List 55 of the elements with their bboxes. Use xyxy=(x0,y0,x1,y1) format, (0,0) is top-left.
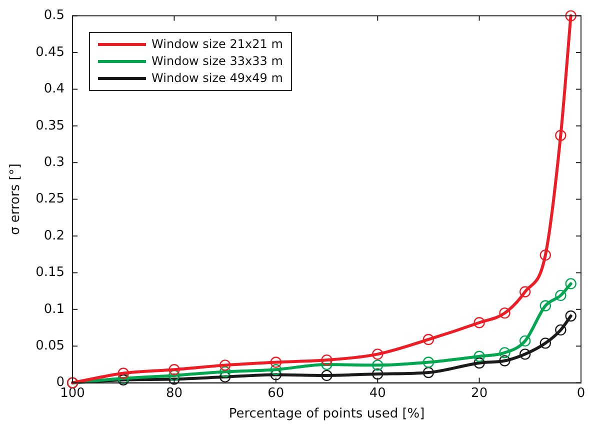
x-axis-title: Percentage of points used [%] xyxy=(228,406,425,422)
point xyxy=(270,364,282,376)
point xyxy=(540,249,552,261)
point xyxy=(422,356,434,368)
point xyxy=(118,368,129,379)
point xyxy=(540,300,552,312)
x-tick-label: 60 xyxy=(268,386,284,401)
y-tick-label: 0.15 xyxy=(36,265,65,280)
point xyxy=(372,348,384,360)
y-tick-label: 0.3 xyxy=(44,154,65,170)
y-axis-title: σ errors [°] xyxy=(8,164,24,236)
point xyxy=(519,335,531,347)
y-tick-label: 0.45 xyxy=(36,44,65,60)
point xyxy=(519,348,531,360)
point xyxy=(555,290,566,302)
point xyxy=(555,130,566,142)
point xyxy=(499,307,510,319)
x-tick-label: 100 xyxy=(60,386,85,401)
point xyxy=(321,370,332,382)
point xyxy=(270,356,282,368)
y-tick-label: 0.25 xyxy=(36,192,65,207)
point xyxy=(499,347,510,358)
point xyxy=(555,324,566,336)
point xyxy=(565,10,576,22)
legend-label: Window size 21x21 m xyxy=(152,37,283,52)
point xyxy=(422,334,434,346)
point xyxy=(540,338,552,349)
point xyxy=(474,317,485,328)
point xyxy=(422,366,434,378)
point xyxy=(519,286,531,298)
x-tick-label: 80 xyxy=(166,386,183,401)
point xyxy=(372,360,384,371)
x-tick-label: 0 xyxy=(576,386,586,401)
y-tick-label: 0.35 xyxy=(36,118,65,134)
x-tick-label: 20 xyxy=(471,386,488,401)
point xyxy=(474,350,485,362)
x-tick-label: 40 xyxy=(369,386,386,401)
legend-label: Window size 33x33 m xyxy=(152,54,283,68)
point xyxy=(372,368,384,380)
point xyxy=(565,310,576,322)
point xyxy=(474,357,485,369)
point xyxy=(168,364,180,376)
point xyxy=(219,360,231,371)
point xyxy=(565,278,576,290)
point xyxy=(499,355,510,366)
legend-label: Window size 49x49 m xyxy=(152,71,283,86)
y-tick-label: 0.1 xyxy=(44,302,65,317)
y-tick-label: 0.5 xyxy=(44,8,65,24)
point xyxy=(321,354,332,366)
y-tick-label: 0.2 xyxy=(44,228,65,244)
y-tick-label: 0.4 xyxy=(44,82,65,97)
y-tick-label: 0.05 xyxy=(36,338,65,354)
point xyxy=(219,366,231,378)
point xyxy=(270,369,282,380)
point xyxy=(168,370,180,382)
